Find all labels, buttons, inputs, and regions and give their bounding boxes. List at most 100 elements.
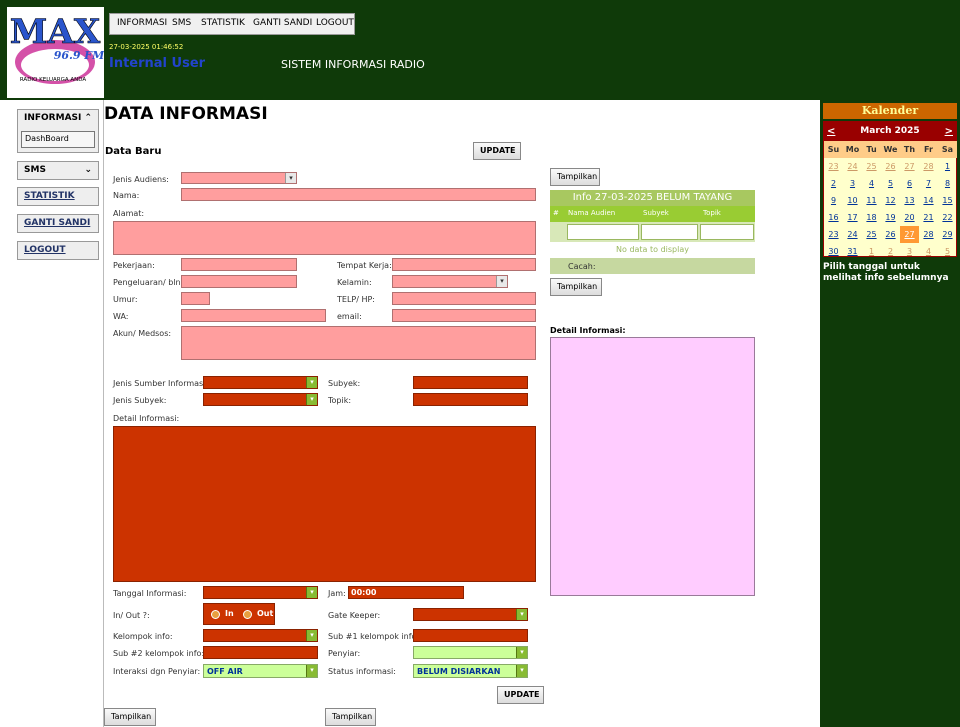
sub2-input[interactable] xyxy=(203,646,318,659)
pekerjaan-input[interactable] xyxy=(181,258,297,271)
email-input[interactable] xyxy=(392,309,536,322)
info-panel-title: Info 27-03-2025 BELUM TAYANG xyxy=(550,190,755,206)
pengeluaran-input[interactable] xyxy=(181,275,297,288)
calendar-day[interactable]: 4 xyxy=(925,247,932,256)
menu-ganti-sandi[interactable]: GANTI SANDI xyxy=(253,18,313,28)
current-datetime: 27-03-2025 01:46:52 xyxy=(109,43,184,51)
kelompok-select[interactable]: ▾ xyxy=(203,629,318,642)
calendar-day-today[interactable]: 27 xyxy=(900,226,919,243)
calendar-day[interactable]: 23 xyxy=(828,162,839,171)
label-status: Status informasi: xyxy=(328,667,396,676)
calendar-day[interactable]: 21 xyxy=(923,213,934,222)
sidebar-item-sms[interactable]: SMS ⌄ xyxy=(17,161,99,180)
jenis-sumber-select[interactable]: ▾ xyxy=(203,376,318,389)
interaksi-select[interactable]: OFF AIR ▾ xyxy=(203,664,318,678)
in-radio[interactable] xyxy=(211,610,220,619)
jenis-subyek-select[interactable]: ▾ xyxy=(203,393,318,406)
calendar-day[interactable]: 4 xyxy=(868,179,875,188)
calendar-day[interactable]: 8 xyxy=(944,179,951,188)
cacah-footer: Cacah: xyxy=(550,258,755,274)
tanggal-select[interactable]: ▾ xyxy=(203,586,318,599)
calendar-day[interactable]: 13 xyxy=(904,196,915,205)
chevron-down-icon: ▾ xyxy=(496,276,507,287)
calendar-day[interactable]: 1 xyxy=(944,162,951,171)
nama-input[interactable] xyxy=(181,188,536,201)
col-nama-audien: Nama Audien xyxy=(568,209,616,217)
calendar-day[interactable]: 7 xyxy=(925,179,932,188)
calendar-day[interactable]: 16 xyxy=(828,213,839,222)
calendar-day[interactable]: 29 xyxy=(942,230,953,239)
calendar-day[interactable]: 5 xyxy=(944,247,951,256)
tampilkan-button-left[interactable]: Tampilkan xyxy=(104,708,156,726)
menu-sms[interactable]: SMS xyxy=(172,18,192,28)
out-radio[interactable] xyxy=(243,610,252,619)
telp-input[interactable] xyxy=(392,292,536,305)
sidebar-item-dashboard[interactable]: DashBoard xyxy=(21,131,95,148)
calendar-next-button[interactable]: > xyxy=(944,126,953,137)
calendar-day[interactable]: 1 xyxy=(868,247,875,256)
tempat-kerja-input[interactable] xyxy=(392,258,536,271)
calendar-day[interactable]: 26 xyxy=(885,162,896,171)
calendar-day[interactable]: 24 xyxy=(847,230,858,239)
sidebar-item-statistik[interactable]: STATISTIK xyxy=(17,187,99,206)
akun-textarea[interactable] xyxy=(181,326,536,360)
filter-nama-audien[interactable] xyxy=(567,224,639,240)
jam-input[interactable]: 00:00 xyxy=(348,586,464,599)
filter-topik[interactable] xyxy=(700,224,754,240)
calendar-day[interactable]: 3 xyxy=(849,179,856,188)
status-select[interactable]: BELUM DISIARKAN ▾ xyxy=(413,664,528,678)
kelamin-select[interactable]: ▾ xyxy=(392,275,508,288)
update-button-top[interactable]: UPDATE xyxy=(473,142,521,160)
menu-logout[interactable]: LOGOUT xyxy=(316,18,354,28)
calendar-day[interactable]: 12 xyxy=(885,196,896,205)
calendar-day[interactable]: 11 xyxy=(866,196,877,205)
update-button-bottom[interactable]: UPDATE xyxy=(497,686,544,704)
calendar-day[interactable]: 10 xyxy=(847,196,858,205)
calendar-day[interactable]: 2 xyxy=(830,179,837,188)
calendar-day[interactable]: 25 xyxy=(866,162,877,171)
calendar-day[interactable]: 20 xyxy=(904,213,915,222)
calendar-day[interactable]: 14 xyxy=(923,196,934,205)
calendar-day[interactable]: 22 xyxy=(942,213,953,222)
tampilkan-button-middle[interactable]: Tampilkan xyxy=(325,708,376,726)
filter-subyek[interactable] xyxy=(641,224,698,240)
calendar-day[interactable]: 3 xyxy=(906,247,913,256)
sidebar-item-ganti-sandi[interactable]: GANTI SANDI xyxy=(17,214,99,233)
calendar-day[interactable]: 9 xyxy=(830,196,837,205)
detail-informasi-textarea[interactable] xyxy=(113,426,536,582)
calendar-day[interactable]: 17 xyxy=(847,213,858,222)
tampilkan-button-info-top[interactable]: Tampilkan xyxy=(550,168,600,186)
sidebar-item-informasi[interactable]: INFORMASI ⌃ xyxy=(18,110,98,126)
calendar-day[interactable]: 28 xyxy=(923,162,934,171)
menu-statistik[interactable]: STATISTIK xyxy=(201,18,245,28)
calendar-day[interactable]: 28 xyxy=(923,230,934,239)
tampilkan-button-info-bottom[interactable]: Tampilkan xyxy=(550,278,602,296)
calendar-day[interactable]: 31 xyxy=(847,247,858,256)
penyiar-select[interactable]: ▾ xyxy=(413,646,528,659)
subyek-input[interactable] xyxy=(413,376,528,389)
calendar-day[interactable]: 30 xyxy=(828,247,839,256)
gate-keeper-select[interactable]: ▾ xyxy=(413,608,528,621)
calendar-day[interactable]: 26 xyxy=(885,230,896,239)
calendar-day[interactable]: 2 xyxy=(887,247,894,256)
wa-input[interactable] xyxy=(181,309,326,322)
menu-informasi[interactable]: INFORMASI xyxy=(117,18,168,28)
system-title: SISTEM INFORMASI RADIO xyxy=(281,58,425,71)
calendar-day[interactable]: 6 xyxy=(906,179,913,188)
jenis-audiens-select[interactable]: ▾ xyxy=(181,172,297,184)
calendar-day[interactable]: 19 xyxy=(885,213,896,222)
umur-input[interactable] xyxy=(181,292,210,305)
calendar-day[interactable]: 15 xyxy=(942,196,953,205)
alamat-textarea[interactable] xyxy=(113,221,536,255)
calendar: March 2025 < > Su Mo Tu We Th Fr Sa 23 24 25 26 27 2… xyxy=(823,121,957,257)
calendar-day[interactable]: 24 xyxy=(847,162,858,171)
sidebar-item-logout[interactable]: LOGOUT xyxy=(17,241,99,260)
calendar-day[interactable]: 23 xyxy=(828,230,839,239)
calendar-prev-button[interactable]: < xyxy=(827,126,836,137)
calendar-day[interactable]: 5 xyxy=(887,179,894,188)
sub1-input[interactable] xyxy=(413,629,528,642)
calendar-day[interactable]: 18 xyxy=(866,213,877,222)
calendar-day[interactable]: 27 xyxy=(904,162,915,171)
calendar-day[interactable]: 25 xyxy=(866,230,877,239)
topik-input[interactable] xyxy=(413,393,528,406)
